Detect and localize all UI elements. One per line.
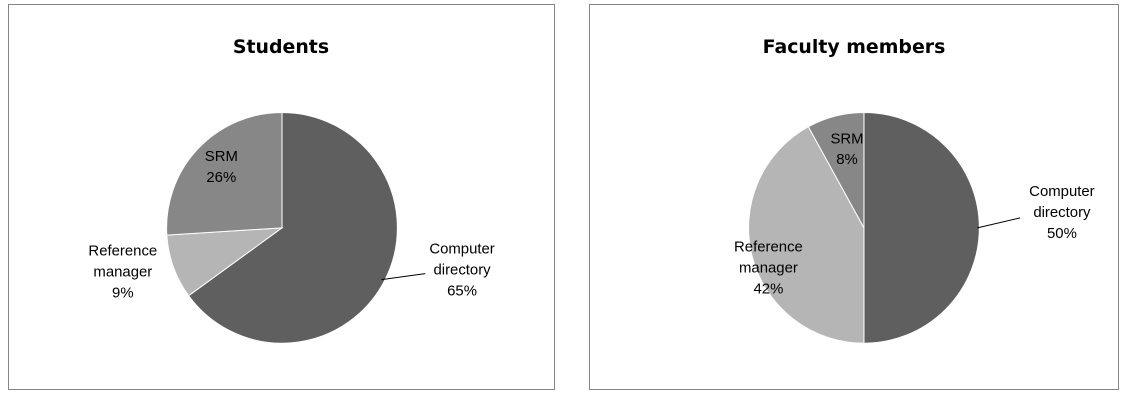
faculty-chart-panel: Faculty members Computer directory 50% Refe… [589, 4, 1119, 390]
data-label: Computer directory 50% [1029, 183, 1094, 242]
pie-slice-computer-directory [863, 111, 980, 344]
leader-line [381, 273, 426, 281]
pie-slice-computer-directory [187, 111, 398, 344]
leader-line [977, 217, 1021, 229]
pie-slice-srm [807, 111, 865, 229]
data-label: Reference manager 42% [734, 239, 803, 298]
chart-title: Students [233, 36, 329, 58]
data-label: SRM 26% [205, 148, 238, 186]
chart-title: Faculty members [763, 36, 946, 58]
data-label: SRM 8% [830, 130, 863, 168]
pie-slice-srm [166, 111, 283, 236]
data-label: Computer directory 65% [429, 241, 494, 300]
students-chart-panel: Students Computer directory 65% Reference ma… [8, 4, 555, 390]
faculty-pie-chart: Faculty members Computer directory 50% Refe… [734, 36, 1095, 344]
students-pie-chart: Students Computer directory 65% Reference ma… [88, 36, 495, 344]
pie-slice-reference-manager [748, 126, 865, 344]
data-label: Reference manager 9% [88, 243, 157, 302]
